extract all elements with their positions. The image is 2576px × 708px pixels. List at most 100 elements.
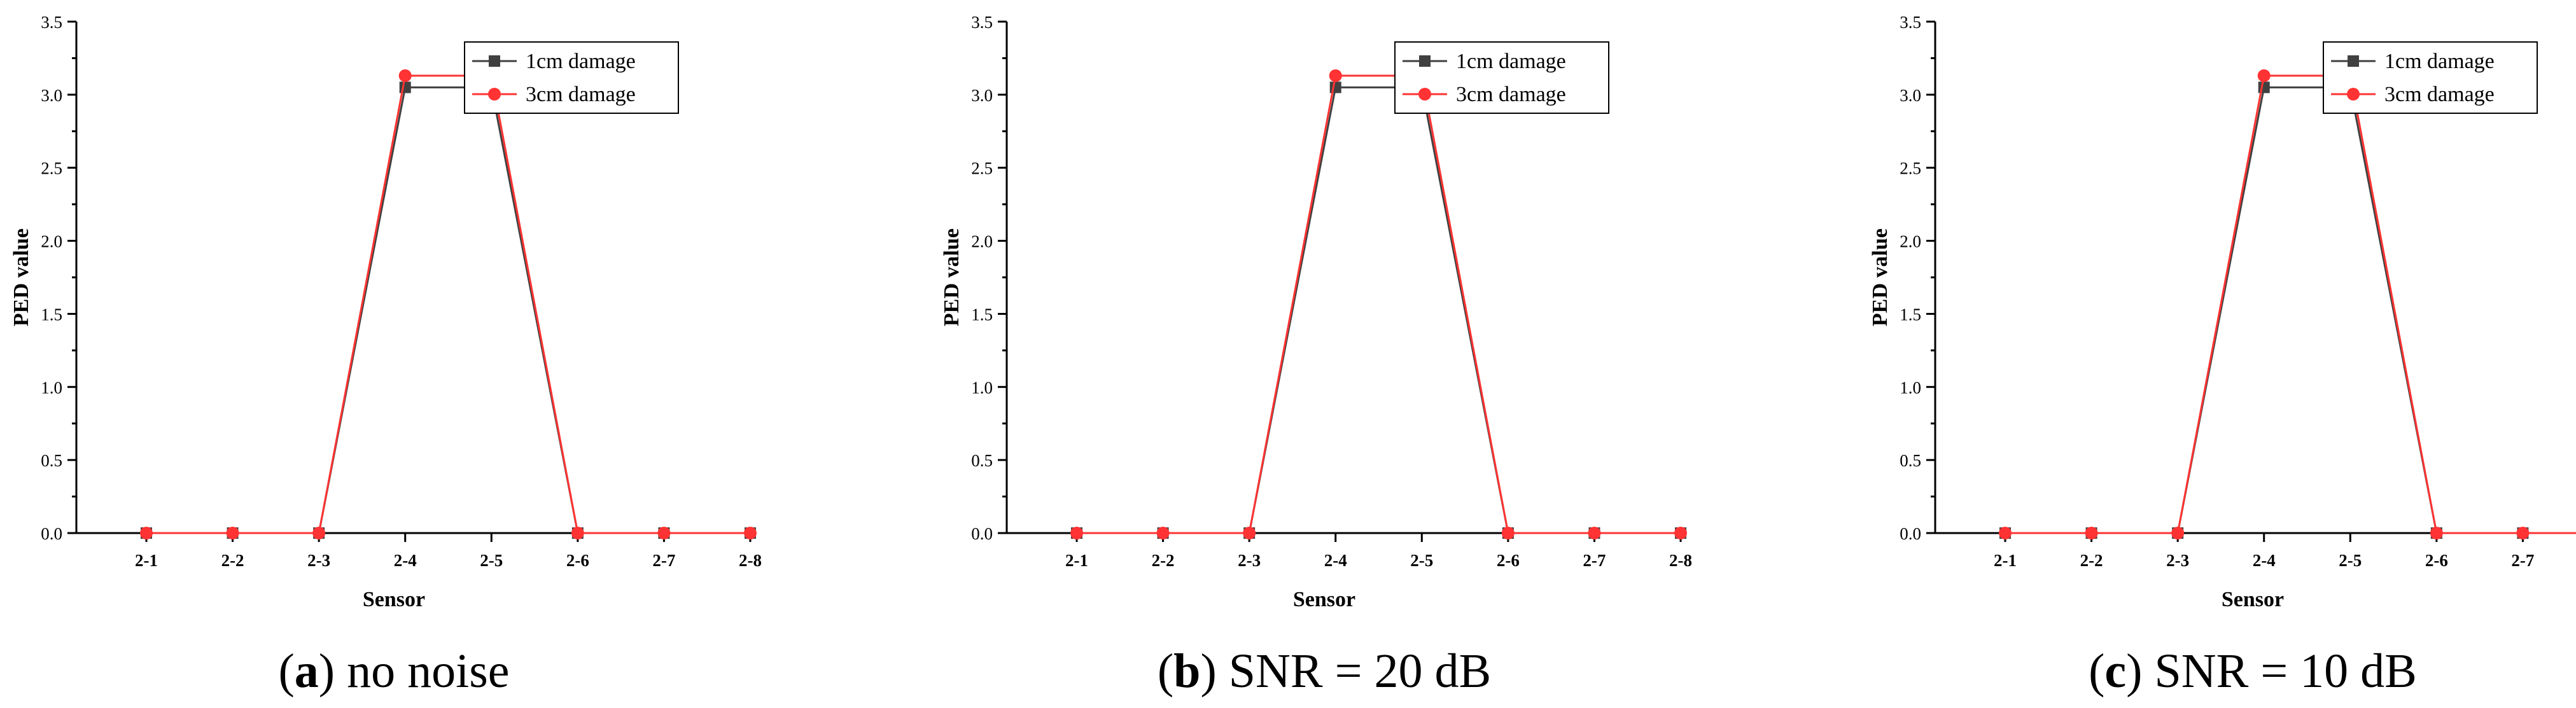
x-tick-label: 2-3 (1238, 551, 1261, 570)
y-tick-label: 2.0 (1900, 232, 1921, 251)
y-tick-label: 2.0 (971, 232, 993, 251)
x-tick-label: 2-6 (566, 551, 589, 570)
data-point-circle (2516, 527, 2530, 539)
x-tick-label: 2-2 (2080, 551, 2103, 570)
caption-open-paren: ( (1158, 644, 1173, 698)
caption-text: SNR = 20 dB (1229, 644, 1491, 698)
series-line-2 (2005, 74, 2576, 534)
data-point-circle (1329, 69, 1342, 82)
series-line-1 (146, 86, 750, 534)
y-tick-label: 3.0 (1900, 86, 1921, 105)
x-tick-label: 2-3 (307, 551, 330, 570)
x-tick-label: 2-1 (1065, 551, 1088, 570)
legend-box (464, 41, 679, 114)
data-point-circle (140, 527, 153, 539)
y-tick-label: 3.5 (971, 13, 993, 32)
data-point-square (1329, 81, 1341, 94)
y-tick-label: 0.5 (1900, 451, 1921, 470)
data-point-circle (2257, 69, 2271, 82)
y-tick-label: 2.5 (971, 159, 993, 178)
y-tick-label: 0.5 (41, 451, 62, 470)
x-tick-label: 2-1 (135, 551, 158, 570)
x-tick-label: 2-1 (1994, 551, 2017, 570)
legend: 1cm damage 3cm damage (464, 41, 679, 114)
y-tick-label: 3.5 (41, 13, 62, 32)
y-tick-label: 1.0 (41, 378, 62, 397)
x-axis-title: Sensor (2222, 588, 2284, 611)
y-tick-label: 1.0 (971, 378, 993, 397)
x-tick-label: 2-6 (1497, 551, 1520, 570)
data-point-circle (1070, 527, 1083, 539)
data-point-circle (2085, 527, 2098, 539)
data-point-circle (1588, 527, 1601, 539)
legend-label: 1cm damage (1456, 50, 1566, 73)
y-tick-label: 1.5 (1900, 305, 1921, 324)
x-tick-label: 2-2 (221, 551, 244, 570)
caption-letter: a (295, 644, 319, 698)
panel-caption: (a) no noise (278, 644, 509, 698)
legend-box (2323, 41, 2538, 114)
y-tick-label: 2.5 (1900, 159, 1921, 178)
caption-close-paren: ) (2126, 644, 2154, 698)
x-tick-label: 2-5 (1410, 551, 1433, 570)
legend-label: 1cm damage (526, 50, 636, 73)
y-axis-title: PED value (1868, 228, 1892, 326)
caption-text: SNR = 10 dB (2154, 644, 2416, 698)
y-tick-label: 3.5 (1900, 13, 1921, 32)
legend-marker-circle (1418, 88, 1431, 101)
legend-marker-square (1419, 55, 1431, 67)
data-point-square (2258, 81, 2270, 94)
legend-label: 3cm damage (2384, 83, 2495, 106)
data-point-circle (571, 527, 584, 539)
data-point-circle (2171, 527, 2185, 539)
legend: 1cm damage 3cm damage (1394, 41, 1609, 114)
caption-letter: b (1173, 644, 1200, 698)
legend-marker-square (489, 55, 500, 67)
chart-panel-a: 0.0 0.5 1.0 1.5 2.0 2.5 3.0 3.5 2-1 2-2 2-3 2-4 2-5 2… (10, 13, 762, 698)
caption-close-paren: ) (319, 644, 347, 698)
series-line-1 (1077, 86, 1681, 534)
legend-label: 3cm damage (1456, 83, 1566, 106)
data-point-circle (1999, 527, 2012, 539)
x-tick-label: 2-5 (480, 551, 503, 570)
x-tick-label: 2-2 (1152, 551, 1175, 570)
legend-marker-circle (2347, 88, 2360, 101)
y-tick-label: 2.5 (41, 159, 62, 178)
data-point-circle (1243, 527, 1256, 539)
y-axis-title: PED value (10, 228, 33, 326)
data-point-square (399, 81, 411, 94)
y-tick-label: 0.5 (971, 451, 993, 470)
x-tick-label: 2-8 (1669, 551, 1692, 570)
legend-marker-square (2348, 55, 2359, 67)
series-line-2 (146, 74, 750, 534)
y-tick-label: 0.0 (1900, 524, 1921, 543)
caption-close-paren: ) (1200, 644, 1228, 698)
y-tick-label: 0.0 (41, 524, 62, 543)
legend-label: 3cm damage (526, 83, 636, 106)
legend-marker-circle (488, 88, 501, 101)
x-tick-label: 2-4 (2253, 551, 2276, 570)
chart-panel-c: 0.0 0.5 1.0 1.5 2.0 2.5 3.0 3.5 2-1 2-2 2-3 2-4 2-5 2… (1868, 13, 2576, 698)
legend: 1cm damage 3cm damage (2323, 41, 2538, 114)
legend-label: 1cm damage (2384, 50, 2495, 73)
x-tick-label: 2-8 (739, 551, 762, 570)
chart-panel-b: 0.0 0.5 1.0 1.5 2.0 2.5 3.0 3.5 2-1 2-2 2-3 2-4 2-5 2… (940, 13, 1692, 698)
x-axis-title: Sensor (363, 588, 425, 611)
data-point-circle (2430, 527, 2443, 539)
data-point-circle (1674, 527, 1687, 539)
y-tick-label: 0.0 (971, 524, 993, 543)
x-tick-label: 2-6 (2425, 551, 2448, 570)
x-tick-label: 2-4 (394, 551, 417, 570)
caption-text: no noise (347, 644, 509, 698)
x-tick-label: 2-4 (1324, 551, 1347, 570)
y-tick-label: 1.5 (971, 305, 993, 324)
legend-box (1394, 41, 1609, 114)
data-point-circle (1501, 527, 1515, 539)
y-tick-label: 1.0 (1900, 378, 1921, 397)
caption-letter: c (2104, 644, 2126, 698)
x-tick-label: 2-7 (652, 551, 675, 570)
panel-caption: (b) SNR = 20 dB (1158, 644, 1491, 698)
data-point-circle (657, 527, 671, 539)
x-axis-title: Sensor (1293, 588, 1355, 611)
